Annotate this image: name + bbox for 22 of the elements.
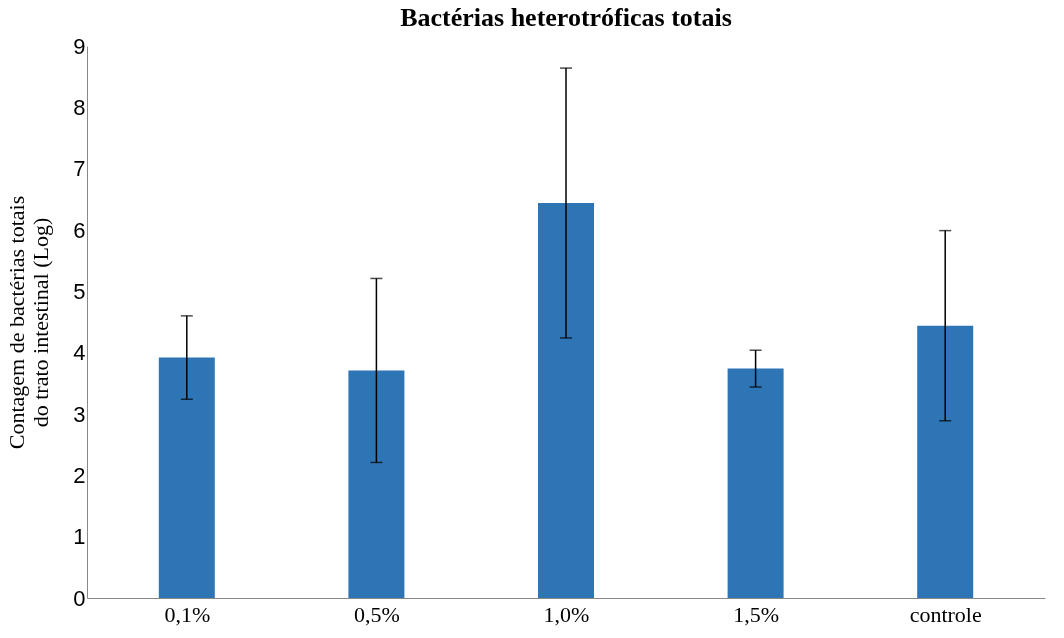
bar bbox=[917, 325, 974, 598]
y-tick-label: 9 bbox=[73, 33, 86, 59]
x-tick-label: 1,5% bbox=[733, 601, 780, 627]
y-tick-label: 3 bbox=[73, 401, 86, 427]
y-tick-label: 0 bbox=[73, 585, 86, 611]
y-tick-label: 5 bbox=[73, 278, 86, 304]
bar bbox=[538, 203, 594, 598]
y-axis-title: Contagem de bactérias totais do trato intestinal (Log) bbox=[4, 195, 54, 450]
y-tick-label: 7 bbox=[73, 156, 86, 182]
x-tick-label: controle bbox=[909, 601, 982, 627]
x-tick-label: 1,0% bbox=[543, 601, 590, 627]
bar bbox=[158, 357, 215, 598]
y-tick-label: 6 bbox=[73, 217, 86, 243]
x-tick-label: 0,5% bbox=[353, 601, 400, 627]
chart-title: Bactérias heterotróficas totais bbox=[400, 3, 732, 32]
bar bbox=[727, 368, 784, 598]
bar bbox=[348, 370, 405, 598]
x-tick-label: 0,1% bbox=[164, 601, 211, 627]
y-tick-label: 2 bbox=[73, 462, 86, 488]
y-tick-label: 8 bbox=[73, 94, 86, 120]
y-tick-label: 1 bbox=[73, 524, 86, 550]
y-tick-label: 4 bbox=[73, 340, 86, 366]
